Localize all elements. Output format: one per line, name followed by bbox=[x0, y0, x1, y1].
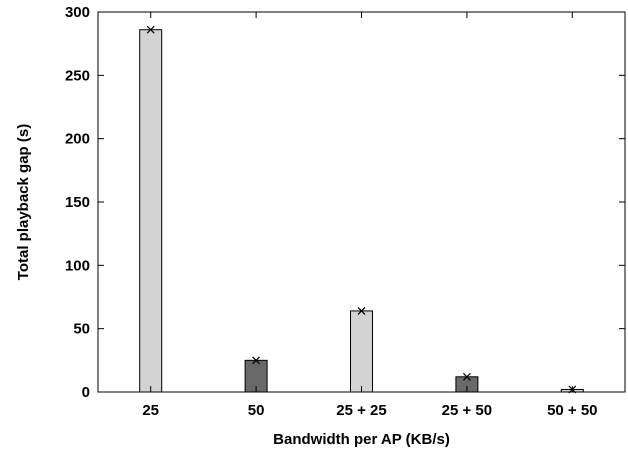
x-tick-label-1: 50 bbox=[248, 402, 265, 419]
y-tick-label-6: 300 bbox=[65, 4, 90, 21]
x-axis-title: Bandwidth per AP (KB/s) bbox=[273, 431, 450, 448]
point-marker-2 bbox=[357, 307, 366, 315]
y-tick-label-0: 0 bbox=[82, 384, 90, 401]
point-marker-1 bbox=[252, 356, 261, 365]
bars-layer bbox=[139, 29, 584, 393]
x-tick-label-0: 25 bbox=[142, 402, 159, 419]
bar-0 bbox=[139, 29, 163, 393]
point-marker-3 bbox=[462, 372, 471, 381]
point-marker-0 bbox=[146, 25, 155, 34]
y-axis-title: Total playback gap (s) bbox=[15, 124, 32, 280]
y-tick-label-2: 100 bbox=[65, 257, 90, 274]
x-axis: 25 50 25 + 25 25 + 50 50 + 50 bbox=[142, 12, 598, 419]
x-tick-label-3: 25 + 50 bbox=[442, 402, 492, 419]
y-axis: 0 50 100 150 200 250 300 bbox=[65, 4, 625, 401]
y-tick-label-5: 250 bbox=[65, 67, 90, 84]
x-tick-label-4: 50 + 50 bbox=[547, 402, 597, 419]
y-tick-label-4: 200 bbox=[65, 131, 90, 148]
y-tick-label-1: 50 bbox=[73, 321, 90, 338]
bar-2 bbox=[350, 310, 373, 393]
y-tick-label-3: 150 bbox=[65, 194, 90, 211]
x-tick-label-2: 25 + 25 bbox=[336, 402, 386, 419]
